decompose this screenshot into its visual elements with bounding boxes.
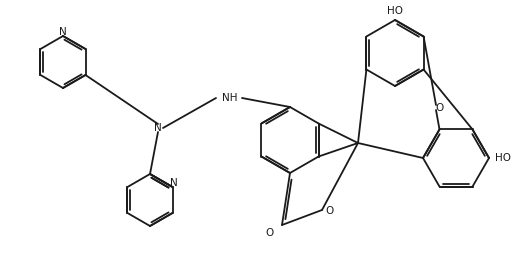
Text: HO: HO <box>495 153 511 163</box>
Text: O: O <box>326 206 334 216</box>
Text: O: O <box>266 228 274 238</box>
Text: HO: HO <box>387 6 403 16</box>
Text: O: O <box>436 103 444 113</box>
Text: N: N <box>59 27 67 37</box>
Text: N: N <box>170 178 177 188</box>
Text: N: N <box>154 123 162 133</box>
Text: NH: NH <box>222 93 238 103</box>
